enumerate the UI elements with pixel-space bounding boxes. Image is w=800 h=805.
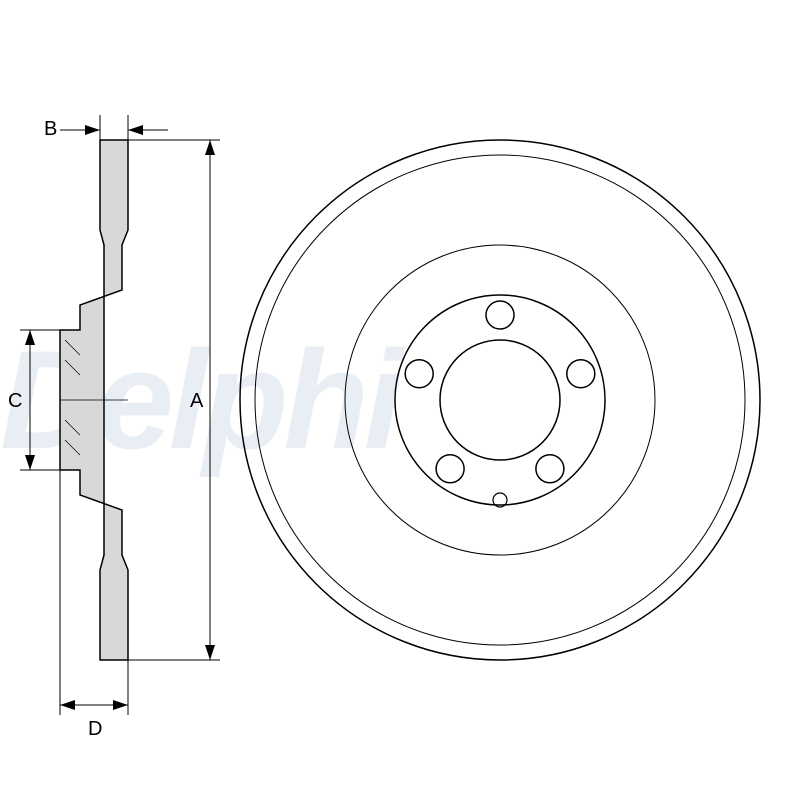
dimension-b bbox=[60, 115, 168, 140]
label-a: A bbox=[190, 390, 203, 413]
label-d: D bbox=[88, 718, 102, 741]
dimension-c bbox=[20, 330, 60, 470]
label-b: B bbox=[44, 118, 57, 141]
front-view bbox=[240, 140, 760, 660]
diagram-svg bbox=[0, 0, 800, 800]
side-view bbox=[60, 140, 128, 660]
dimension-a bbox=[128, 140, 220, 660]
label-c: C bbox=[8, 390, 22, 413]
